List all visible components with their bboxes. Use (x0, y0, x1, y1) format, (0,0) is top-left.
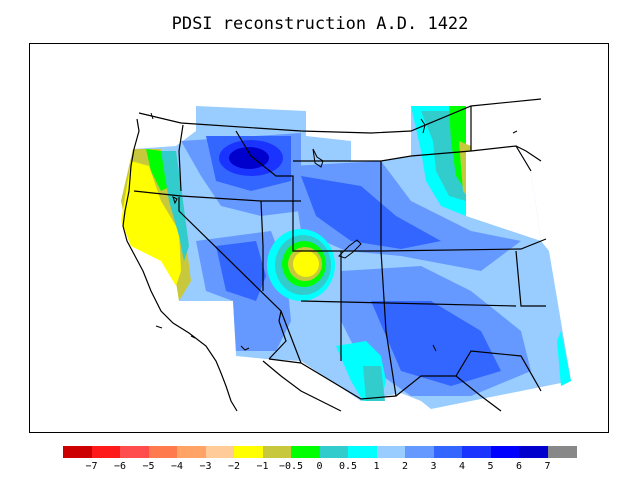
colorbar-cell (262, 446, 292, 458)
map-frame (29, 43, 609, 433)
pdsi-cyan-band-or (161, 151, 189, 261)
pdsi-dry-wedge (121, 161, 181, 286)
nd-lake (420, 118, 426, 134)
rm-lake (432, 344, 437, 352)
ca-nv-border (178, 197, 282, 322)
colorbar-tick-label: 6 (515, 461, 523, 472)
colorbar-tick-label: 3 (430, 461, 437, 472)
colorbar-cell (376, 446, 406, 458)
colorbar-tick-label: −5 (142, 461, 155, 472)
kansas-oklahoma (515, 250, 546, 307)
colorbar-tick-label: 0 (316, 461, 323, 472)
idaho-west (178, 124, 184, 192)
upper-right-lines (515, 145, 542, 162)
colorbar-tick-label: 5 (487, 461, 494, 472)
colorbar-cell (234, 446, 263, 458)
az-lake (240, 345, 250, 351)
map-title: PDSI reconstruction A.D. 1422 (171, 14, 469, 34)
colorbar-cell (205, 446, 235, 458)
colorbar-cell (433, 446, 463, 458)
colorbar-tick-label: 4 (458, 461, 466, 472)
colorbar-tick-label: −0.5 (278, 461, 304, 472)
colorbar-tick-label: −6 (113, 461, 127, 472)
pdsi-se-cyan (557, 331, 571, 386)
colorbar-tick-label: 2 (401, 461, 409, 472)
mask-ne-gap (466, 151, 541, 241)
colorbar-cell (63, 446, 92, 458)
plains-lines (380, 238, 547, 252)
pdsi-wet-idaho-peak (229, 147, 269, 169)
colorbar-tick-label: −3 (199, 461, 212, 472)
colorbar (63, 446, 577, 458)
colorbar-cell (148, 446, 178, 458)
colorbar-cell (348, 446, 377, 458)
colorbar-tick-label: 0.5 (338, 461, 358, 472)
colorbar-cell (462, 446, 491, 458)
wyoming-box (292, 161, 382, 252)
idaho-montana (235, 130, 294, 201)
colorbar-tick-label: −4 (170, 461, 184, 472)
colorbar-tick-label: 1 (373, 461, 380, 472)
colorbar-cell (519, 446, 548, 458)
nevada-south (280, 310, 302, 364)
arizona-west (268, 320, 287, 360)
pdsi-green-band-or (146, 149, 171, 191)
dakotas-south (410, 145, 532, 172)
lakes (150, 112, 518, 352)
colorbar-cell (291, 446, 320, 458)
nv-ut-border (260, 200, 264, 291)
colorbar-cell (177, 446, 206, 458)
ca-island-2 (155, 325, 163, 329)
colorbar-tick-label: −2 (227, 461, 241, 472)
colorbar-tick-label: −1 (256, 461, 269, 472)
texas-lines (455, 350, 542, 392)
mexico-border (268, 358, 502, 412)
colorado-east (380, 250, 397, 397)
colorbar-tick-label: 7 (544, 461, 551, 472)
coastline (122, 118, 238, 412)
great-salt-lake (338, 239, 362, 259)
pdsi-bullseye-yellow (293, 251, 319, 277)
colorbar-cell (120, 446, 149, 458)
yellowstone-lake (312, 148, 324, 168)
co-nm (300, 300, 517, 307)
pdsi-teal-sonora (363, 366, 385, 401)
boundary-lines (122, 98, 547, 412)
flathead-lake (150, 112, 154, 120)
pdsi-wet-southwest-core (371, 301, 501, 386)
colorbar-cell (490, 446, 520, 458)
colorbar-tick-label: −7 (85, 461, 98, 472)
lake-tahoe (172, 196, 178, 205)
oregon-south (133, 190, 301, 202)
ne-lake (512, 130, 518, 134)
colorbar-cell (91, 446, 121, 458)
colorbar-cell (319, 446, 349, 458)
pdsi-map (121, 98, 571, 412)
colorbar-cell (405, 446, 434, 458)
baja-coast (262, 360, 342, 412)
ca-island (190, 335, 196, 339)
pdsi-wet-wyoming-core (301, 176, 441, 249)
colorbar-cell (547, 446, 577, 458)
